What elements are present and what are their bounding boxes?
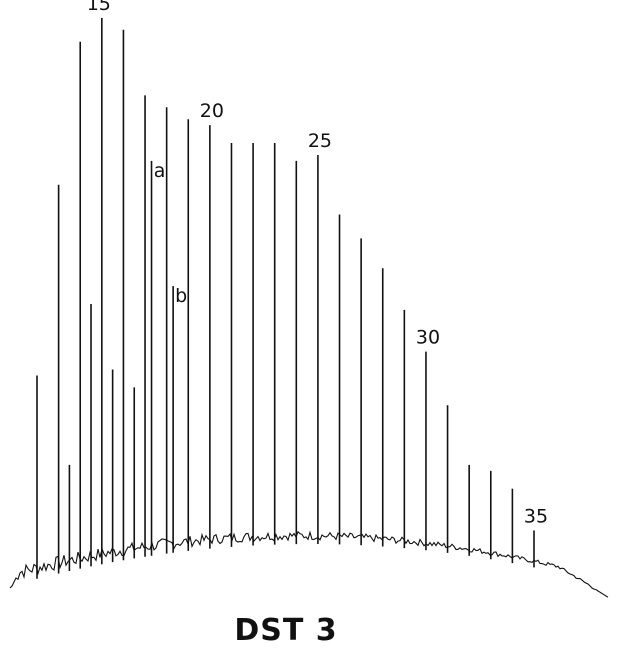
peak-label-25: 25	[308, 130, 332, 152]
peaks-group	[36, 17, 535, 579]
peak-label-35: 35	[524, 505, 548, 527]
baseline-trace	[9, 530, 609, 598]
peak-label-20: 20	[200, 100, 224, 122]
peak-label-a: a	[154, 160, 166, 182]
peak-label-b: b	[175, 285, 187, 307]
peak-label-15: 15	[87, 0, 111, 15]
peak-labels-group: 15 20 25 30 35 a b	[87, 0, 548, 527]
peak-label-30: 30	[416, 327, 440, 349]
chart-title: DST 3	[234, 613, 337, 648]
